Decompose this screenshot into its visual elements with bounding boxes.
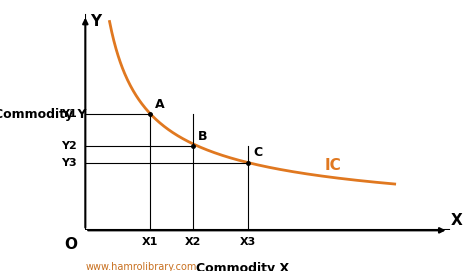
Text: Y1: Y1 — [62, 109, 77, 119]
Text: www.hamrolibrary.com: www.hamrolibrary.com — [86, 262, 197, 271]
Text: Commodity Y: Commodity Y — [0, 108, 87, 121]
Text: X: X — [450, 213, 462, 228]
Text: O: O — [64, 237, 77, 252]
Text: B: B — [198, 130, 207, 143]
Text: X1: X1 — [142, 237, 159, 247]
Text: X2: X2 — [184, 237, 201, 247]
Text: Y: Y — [90, 14, 101, 29]
Text: Y2: Y2 — [62, 141, 77, 151]
Text: C: C — [253, 146, 262, 159]
Text: Y3: Y3 — [62, 158, 77, 168]
Text: IC: IC — [325, 157, 341, 173]
Text: Commodity X: Commodity X — [196, 262, 289, 271]
Text: X3: X3 — [240, 237, 256, 247]
Text: A: A — [155, 98, 165, 111]
